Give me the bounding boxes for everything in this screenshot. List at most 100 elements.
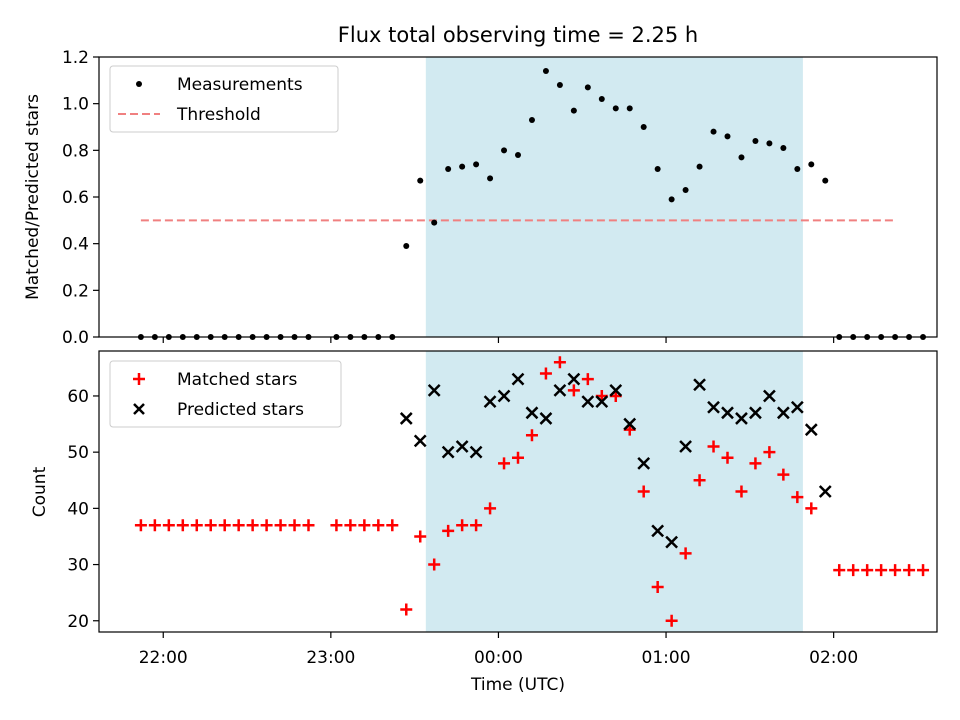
- predicted-star-point: [693, 378, 706, 392]
- measurement-point: [473, 161, 480, 168]
- matched-legend-marker: [133, 373, 145, 385]
- measurement-point: [780, 145, 787, 151]
- x-tick-label: 22:00: [139, 648, 188, 668]
- count-legend-box: [109, 360, 342, 428]
- y-tick-label: 50: [67, 443, 89, 463]
- measurement-point: [515, 152, 521, 158]
- matched-star-point: [581, 373, 594, 386]
- matched-star-point: [763, 446, 776, 459]
- y-tick-label: 0.4: [62, 235, 89, 255]
- matched-star-point: [791, 491, 804, 504]
- predicted-star-point: [776, 406, 790, 420]
- matched-star-point: [805, 502, 818, 515]
- ratio-panel-frame: [98, 56, 938, 338]
- predicted-star-point: [735, 412, 748, 425]
- matched-star-point: [553, 356, 566, 369]
- predicted-star-point: [818, 485, 832, 498]
- matched-star-point: [875, 564, 888, 577]
- predicted-legend-marker: [133, 403, 145, 415]
- y-tick-label: 1.2: [62, 48, 89, 68]
- ratio-legend: Measurements Threshold: [109, 65, 339, 133]
- measurement-point: [808, 161, 815, 168]
- measurement-point: [417, 177, 424, 184]
- matched-star-point: [330, 519, 343, 532]
- measurements-legend-label: Measurements: [177, 75, 303, 95]
- y-tick-label: 30: [67, 556, 89, 576]
- matched-legend-label: Matched stars: [177, 370, 297, 390]
- count-panel: 20 30 40 50 60 22:00 23:00 00:00 01:00 02:00 Cou…: [30, 350, 938, 695]
- measurement-point: [696, 163, 703, 170]
- matched-star-point: [260, 519, 273, 532]
- count-legend: Matched stars Predicted stars: [109, 360, 342, 428]
- matched-star-point: [679, 547, 692, 560]
- matched-star-point: [204, 519, 217, 532]
- x-tick-label: 00:00: [474, 648, 523, 668]
- measurement-point: [794, 166, 801, 172]
- predicted-star-point: [679, 440, 692, 453]
- matched-star-point: [498, 457, 511, 470]
- matched-star-point: [833, 564, 846, 577]
- measurement-point: [556, 82, 563, 88]
- x-axis-label: Time (UTC): [470, 675, 565, 695]
- matched-star-point: [148, 519, 161, 532]
- predicted-star-point: [581, 395, 595, 408]
- matched-star-point: [190, 519, 203, 532]
- matched-star-point: [539, 367, 552, 380]
- observing-window-span: [425, 57, 803, 337]
- predicted-star-point: [441, 445, 455, 459]
- matched-star-point: [288, 519, 301, 532]
- ratio-legend-box: [109, 65, 339, 133]
- ratio-x-ticks: [162, 337, 835, 343]
- matched-star-point: [861, 564, 874, 577]
- ratio-y-ticks: 0.0 0.2 0.4 0.6 0.8 1.0 1.2: [62, 48, 99, 348]
- matched-star-point: [665, 614, 678, 627]
- predicted-star-point: [623, 417, 637, 431]
- predicted-star-point: [665, 535, 679, 549]
- measurement-point: [542, 68, 549, 74]
- matched-star-point: [470, 519, 483, 532]
- measurement-point: [528, 117, 535, 123]
- ratio-panel: 0.0 0.2 0.4 0.6 0.8 1.0 1.2 Matched/Predicted …: [23, 48, 938, 348]
- predicted-star-point: [455, 440, 469, 453]
- count-y-axis-label: Count: [30, 466, 50, 517]
- matched-star-point: [651, 581, 664, 594]
- threshold-legend-label: Threshold: [176, 105, 261, 125]
- matched-star-point: [358, 519, 371, 532]
- matched-star-point: [777, 468, 790, 481]
- predicted-star-point: [511, 372, 525, 386]
- matched-star-point: [232, 519, 245, 532]
- measurement-point: [598, 96, 605, 102]
- measurement-point: [682, 187, 689, 193]
- matched-star-point: [274, 519, 287, 532]
- matched-star-point: [693, 474, 706, 487]
- matched-star-point: [917, 564, 930, 577]
- matched-star-point: [372, 519, 385, 532]
- x-tick-label: 23:00: [306, 648, 355, 668]
- matched-star-point: [414, 530, 427, 543]
- y-tick-label: 1.0: [62, 95, 89, 115]
- predicted-star-point: [651, 524, 665, 538]
- measurement-point: [738, 154, 745, 161]
- matched-star-point: [847, 564, 860, 577]
- matched-star-point: [903, 564, 916, 577]
- matched-star-point: [428, 558, 441, 571]
- matched-star-point: [512, 451, 524, 464]
- measurement-point: [766, 140, 773, 147]
- matched-star-point: [721, 451, 734, 464]
- y-tick-label: 20: [67, 612, 89, 632]
- measurements-legend-marker: [136, 81, 142, 87]
- measurement-point: [487, 175, 494, 182]
- y-tick-label: 0.8: [62, 141, 89, 161]
- count-x-ticks: 22:00 23:00 00:00 01:00 02:00: [139, 632, 858, 668]
- chart-title: Flux total observing time = 2.25 h: [338, 23, 698, 47]
- measurement-point: [459, 163, 466, 170]
- matched-star-point: [162, 519, 175, 532]
- measurement-point: [724, 133, 731, 140]
- measurement-point: [612, 105, 619, 112]
- matched-star-point: [344, 519, 357, 532]
- predicted-star-point: [413, 434, 427, 448]
- measurement-point: [822, 177, 829, 184]
- measurement-point: [584, 84, 591, 91]
- predicted-star-point: [539, 412, 553, 425]
- predicted-star-point: [763, 389, 776, 403]
